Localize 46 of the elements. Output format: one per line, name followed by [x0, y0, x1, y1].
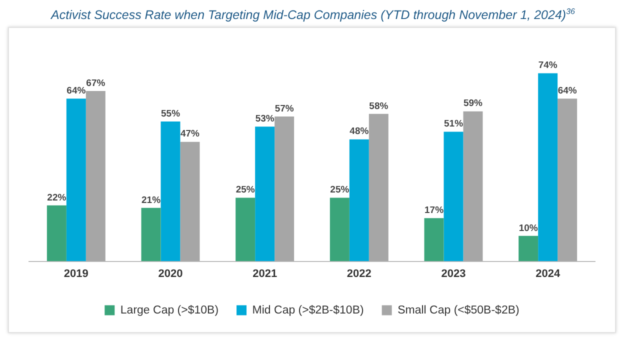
data-label: 74% — [538, 60, 558, 72]
legend-label: Mid Cap (>$2B-$10B) — [252, 304, 364, 316]
bar — [330, 198, 350, 262]
x-tick-label: 2023 — [441, 268, 466, 280]
bar — [180, 142, 200, 262]
x-tick-label: 2019 — [64, 268, 88, 280]
x-tick-label: 2022 — [346, 268, 372, 280]
data-label: 21% — [141, 194, 162, 206]
x-tick-label: 2024 — [536, 268, 561, 280]
data-label: 25% — [236, 184, 256, 196]
chart-title: Activist Success Rate when Targeting Mid-Cap Companies (YTD through November 1, 2024)$^{36}$ — [50, 6, 576, 24]
data-label: 48% — [350, 126, 370, 138]
x-tick-label: 2021 — [252, 268, 278, 280]
data-label: 58% — [369, 100, 389, 112]
bar — [463, 111, 483, 262]
data-label: 59% — [463, 98, 484, 110]
bar — [518, 236, 538, 262]
data-label: 51% — [444, 118, 464, 130]
data-label: 10% — [518, 222, 538, 234]
bar — [46, 205, 66, 262]
bar — [558, 98, 578, 262]
x-tick-label: 2020 — [158, 268, 183, 280]
data-label: 57% — [274, 103, 294, 114]
bar — [141, 208, 161, 262]
legend-label: Large Cap (>$10B) — [120, 304, 219, 316]
bar — [444, 132, 464, 262]
bar — [160, 122, 180, 262]
bar — [86, 91, 106, 262]
bar — [538, 73, 558, 262]
data-label: 64% — [558, 86, 578, 97]
data-label: 47% — [180, 128, 200, 140]
bar — [424, 218, 444, 262]
bar — [274, 116, 294, 262]
data-label: 55% — [160, 108, 181, 120]
data-label: 25% — [330, 184, 350, 196]
data-label: 53% — [255, 113, 275, 124]
bar — [236, 198, 256, 262]
data-label: 17% — [424, 204, 444, 216]
bar — [66, 98, 86, 262]
data-label: 22% — [47, 192, 67, 204]
data-label: 64% — [66, 86, 86, 97]
legend-label: Small Cap (<$50B-$2B) — [398, 304, 520, 316]
data-label: 67% — [86, 78, 106, 89]
bar — [368, 114, 388, 262]
bar — [349, 139, 369, 262]
bar — [255, 126, 275, 262]
